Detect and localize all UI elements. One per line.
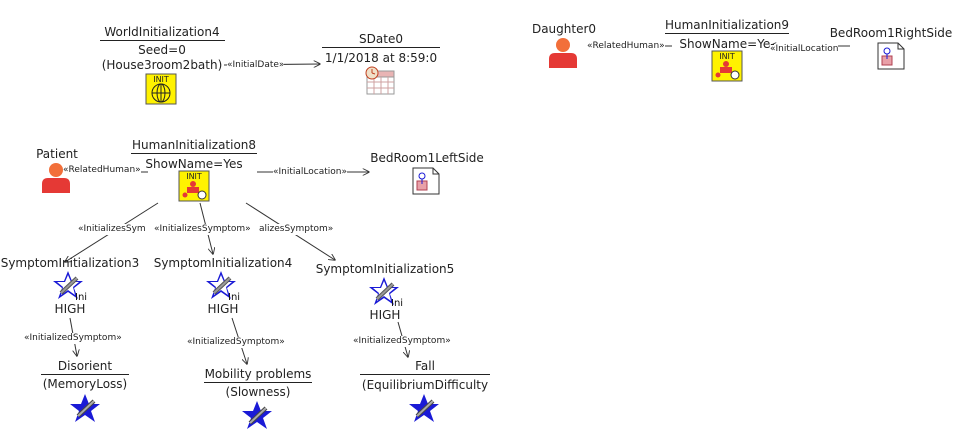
init-badge-label: INIT bbox=[186, 172, 202, 181]
symptom-star-icon bbox=[242, 401, 272, 429]
edge-label-initializes-sym3: «InitializesSym bbox=[78, 224, 146, 235]
edge-label-related-human-daughter: «RelatedHuman» bbox=[587, 41, 665, 52]
edge-label-initializes-sym5: alizesSymptom» bbox=[259, 224, 334, 235]
node-attr: (MemoryLoss) bbox=[42, 377, 128, 391]
node-attr: HIGH bbox=[369, 308, 401, 322]
node-title: HumanInitialization8 bbox=[131, 138, 257, 152]
node-attr: 1/1/2018 at 8:59:0 bbox=[324, 51, 438, 65]
node-title: SDate0 bbox=[359, 32, 403, 46]
human-init-icon: INIT bbox=[711, 50, 743, 82]
symptom-star-icon bbox=[409, 394, 439, 422]
init-badge-label: INIT bbox=[153, 75, 169, 84]
node-title: SymptomInitialization4 bbox=[153, 256, 293, 270]
node-attr: (EquilibriumDifficulty bbox=[361, 378, 489, 392]
room-icon bbox=[412, 167, 440, 195]
node-attr: (House3room2bath) bbox=[101, 58, 223, 72]
edge-label-initialized-disorient: «InitializedSymptom» bbox=[24, 333, 122, 344]
edge-label-initial-location-9: «InitialLocation bbox=[770, 44, 839, 55]
node-divider bbox=[665, 33, 789, 34]
node-attr: (Slowness) bbox=[225, 385, 291, 399]
node-attr: ShowName=Yes bbox=[145, 157, 243, 171]
node-attr: ShowName=Ye- bbox=[679, 37, 775, 51]
edge-label-related-human-patient: «RelatedHuman» bbox=[63, 165, 141, 176]
node-divider bbox=[204, 382, 312, 383]
globe-init-icon: INIT bbox=[145, 73, 177, 105]
node-divider bbox=[41, 374, 129, 375]
init-badge-label: Init bbox=[228, 292, 240, 302]
edge-label-initializes-sym4: «InitializesSymptom» bbox=[154, 224, 251, 235]
node-divider bbox=[131, 153, 257, 154]
symptom-star-icon bbox=[70, 394, 100, 422]
symptom-init-icon: Init bbox=[206, 271, 240, 302]
node-title: WorldInitialization4 bbox=[104, 25, 220, 39]
node-divider bbox=[360, 374, 490, 375]
node-title: Patient bbox=[36, 147, 78, 161]
node-divider bbox=[322, 47, 440, 48]
calendar-clock-icon bbox=[365, 66, 395, 95]
node-attr: HIGH bbox=[207, 302, 239, 316]
node-title: Fall bbox=[415, 359, 435, 373]
node-title: Disorient bbox=[57, 359, 113, 373]
human-init-icon: INIT bbox=[178, 170, 210, 202]
edge-label-initialized-fall: «InitializedSymptom» bbox=[353, 336, 451, 347]
symptom-init-icon: Init bbox=[53, 271, 87, 302]
node-title: BedRoom1LeftSide bbox=[370, 151, 484, 165]
room-icon bbox=[877, 42, 905, 70]
node-divider bbox=[100, 40, 225, 41]
person-icon bbox=[42, 163, 70, 193]
node-attr: Seed=0 bbox=[138, 43, 186, 57]
person-icon bbox=[549, 38, 577, 68]
init-badge-label: INIT bbox=[719, 52, 735, 61]
node-title: Daughter0 bbox=[531, 22, 597, 36]
node-title: SymptomInitialization5 bbox=[315, 262, 455, 276]
node-title: BedRoom1RightSide bbox=[829, 26, 953, 40]
edge-label-initial-location-8: «InitialLocation» bbox=[273, 167, 347, 178]
symptom-init-icon: Init bbox=[369, 277, 403, 308]
edge-label-initialized-mobility: «InitializedSymptom» bbox=[187, 337, 285, 348]
node-title: Mobility problems bbox=[204, 367, 312, 381]
init-badge-label: Init bbox=[391, 298, 403, 308]
node-title: SymptomInitialization3 bbox=[0, 256, 140, 270]
node-title: HumanInitialization9 bbox=[664, 18, 790, 32]
init-badge-label: Init bbox=[75, 292, 87, 302]
node-attr: HIGH bbox=[54, 302, 86, 316]
edge-label-initial-date: «InitialDate» bbox=[227, 60, 285, 71]
